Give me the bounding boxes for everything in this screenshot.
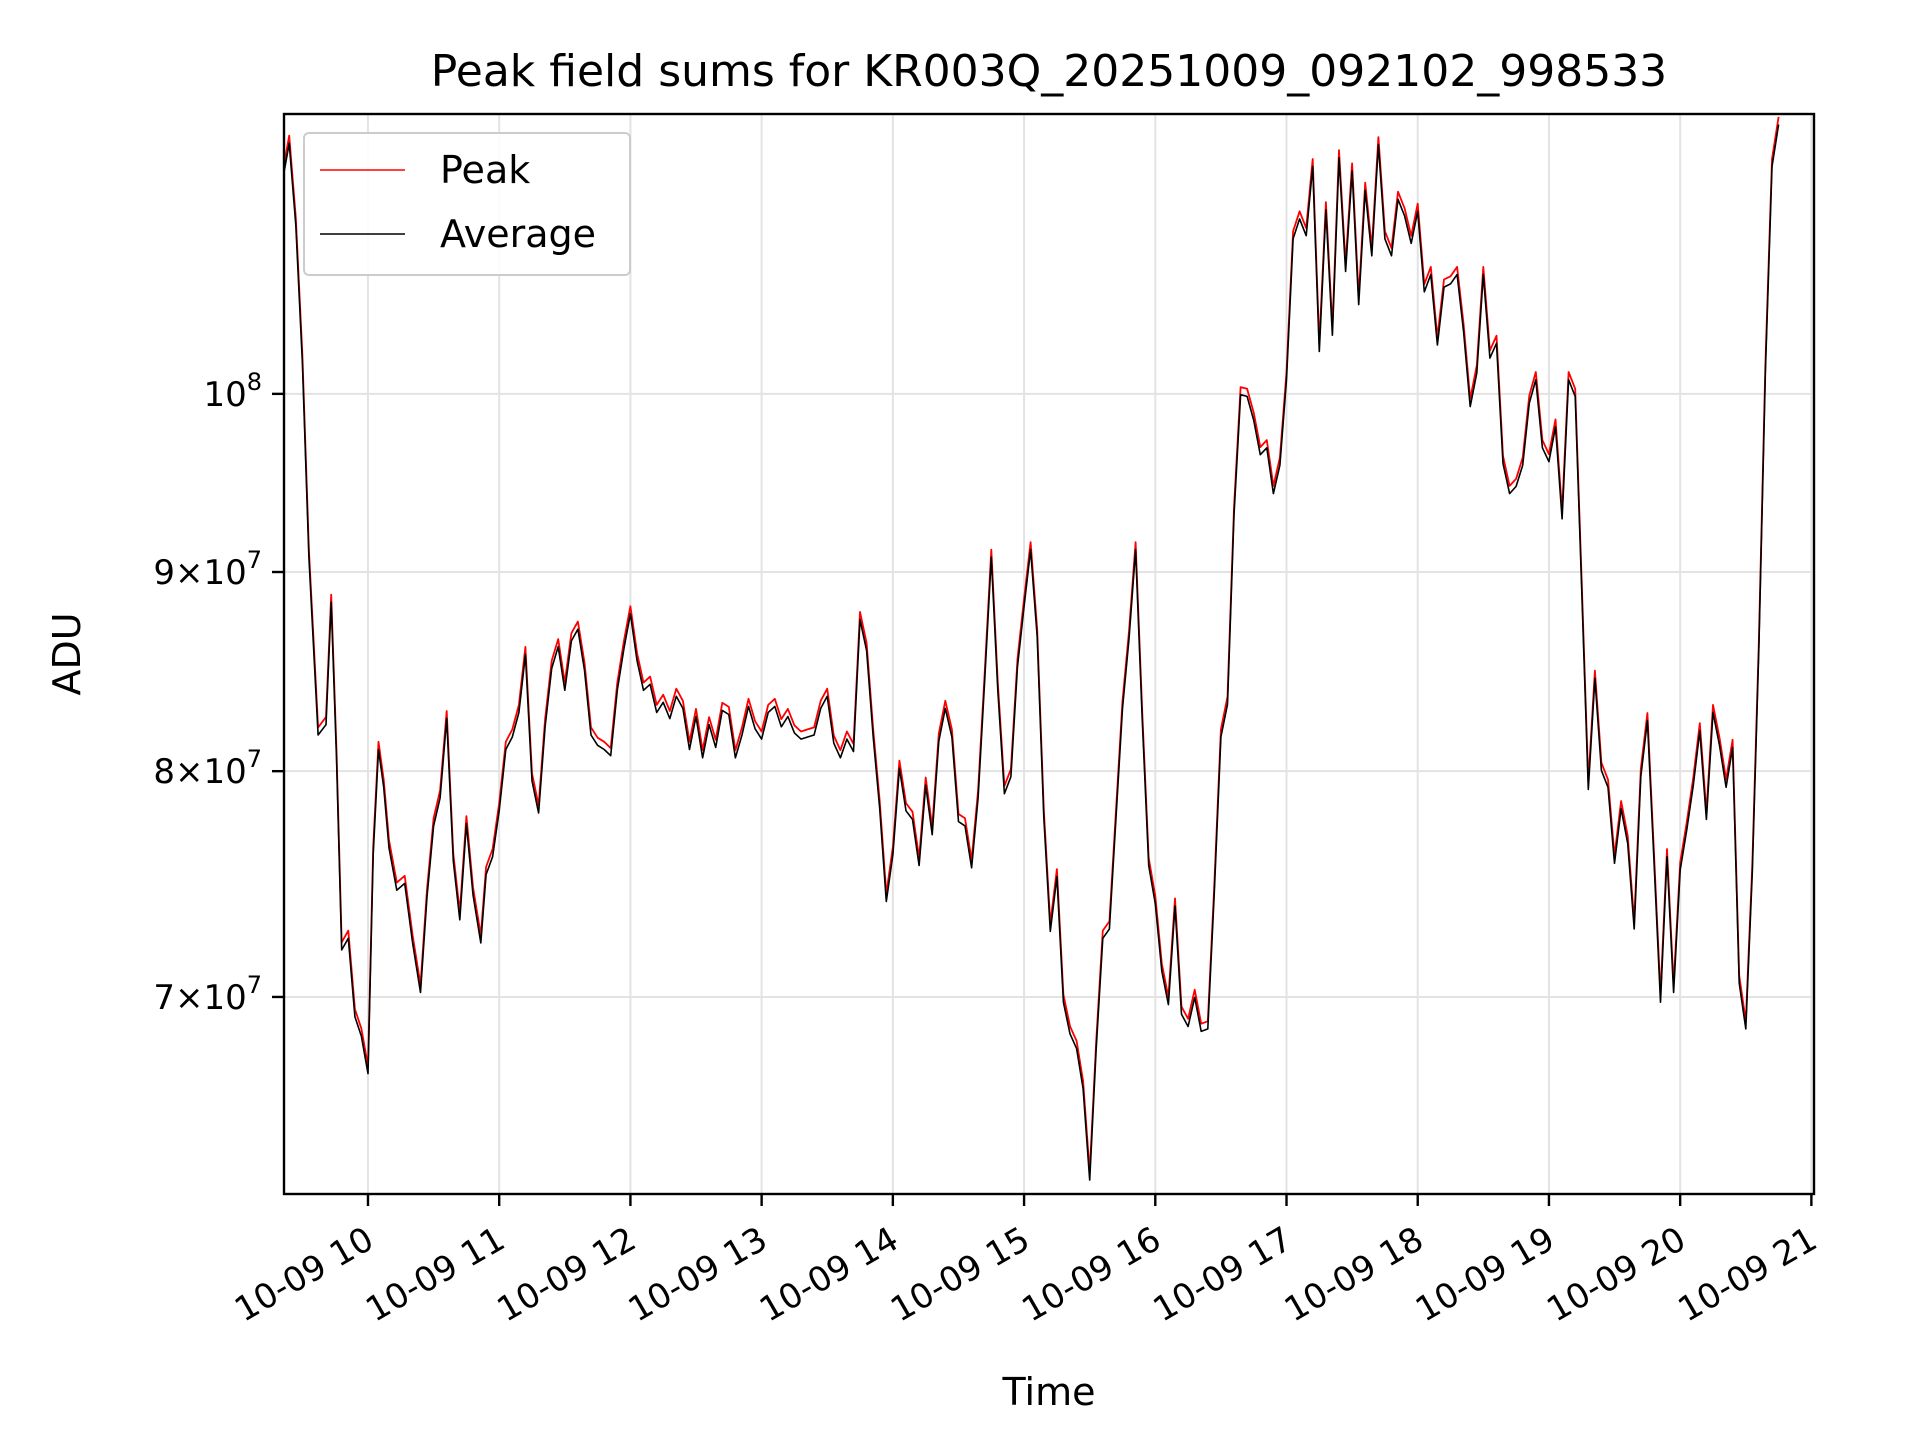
y-tick-exponent: 7 <box>247 745 262 773</box>
legend-label-average: Average <box>440 212 596 256</box>
grid-lines <box>284 114 1814 1194</box>
y-tick-label: 7×107 <box>153 971 262 1018</box>
y-tick-base: 7×10 <box>153 978 246 1018</box>
chart-title: Peak field sums for KR003Q_20251009_0921… <box>431 46 1667 97</box>
y-axis-label: ADU <box>45 612 89 695</box>
y-tick-label: 108 <box>203 368 262 415</box>
y-tick-label: 8×107 <box>153 745 262 792</box>
y-tick-exponent: 7 <box>247 971 262 999</box>
series-line-average <box>284 124 1780 1181</box>
legend-label-peak: Peak <box>440 148 530 192</box>
y-tick-base: 9×10 <box>153 553 246 593</box>
y-tick-base: 8×10 <box>153 752 246 792</box>
axes-frame <box>282 112 1816 1196</box>
y-tick-label: 9×107 <box>153 546 262 593</box>
legend: Peak Average <box>303 132 631 276</box>
x-axis-label: Time <box>1002 1370 1096 1414</box>
y-tick-exponent: 8 <box>247 368 262 396</box>
legend-box <box>303 132 631 276</box>
plot-area <box>284 116 1780 1181</box>
y-tick-exponent: 7 <box>247 546 262 574</box>
y-tick-base: 10 <box>203 375 246 415</box>
